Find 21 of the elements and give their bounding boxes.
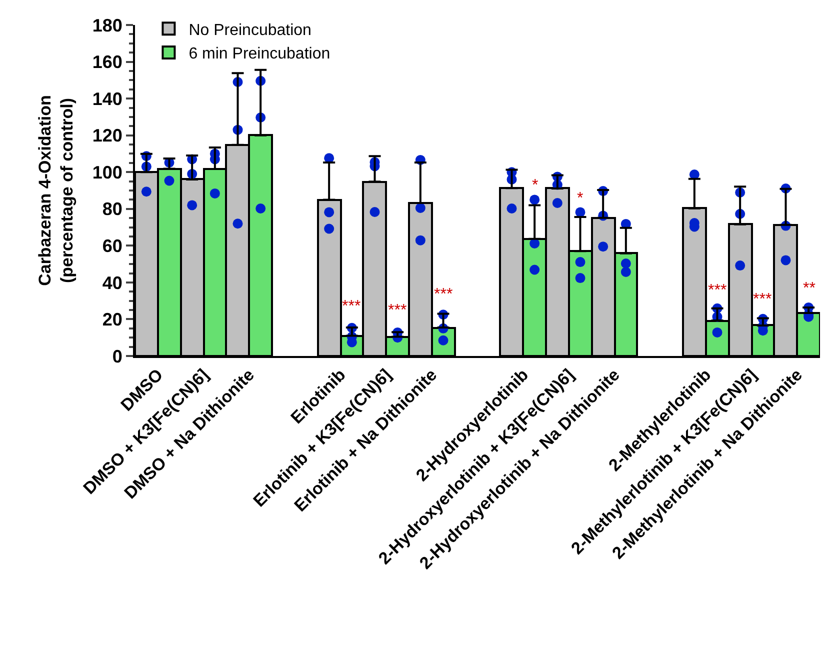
y-tick-label: 20 (102, 310, 122, 330)
y-tick-label: 120 (92, 126, 122, 146)
annotation: * (577, 190, 584, 207)
annotation: *** (342, 298, 361, 315)
annotation: * (532, 177, 538, 194)
annotation: ** (803, 280, 816, 297)
legend-label: 6 min Preincubation (188, 46, 330, 63)
y-tick-label: 160 (92, 52, 122, 72)
y-tick-label: 180 (92, 15, 122, 36)
y-tick-label: 100 (92, 162, 122, 182)
y-tick-label: 60 (102, 236, 122, 256)
y-axis-title: Carbazeran 4-Oxidation (percentage of control) (35, 95, 76, 286)
y-tick-label: 40 (102, 272, 122, 293)
annotation: *** (708, 282, 727, 299)
annotation: *** (434, 286, 453, 303)
y-tick-label: 80 (102, 199, 122, 220)
y-tick-label: 140 (92, 88, 122, 109)
annotation: *** (753, 291, 772, 308)
y-tick-label: 0 (112, 346, 122, 366)
legend-label: No Preincubation (188, 22, 312, 39)
annotation: *** (388, 302, 407, 319)
